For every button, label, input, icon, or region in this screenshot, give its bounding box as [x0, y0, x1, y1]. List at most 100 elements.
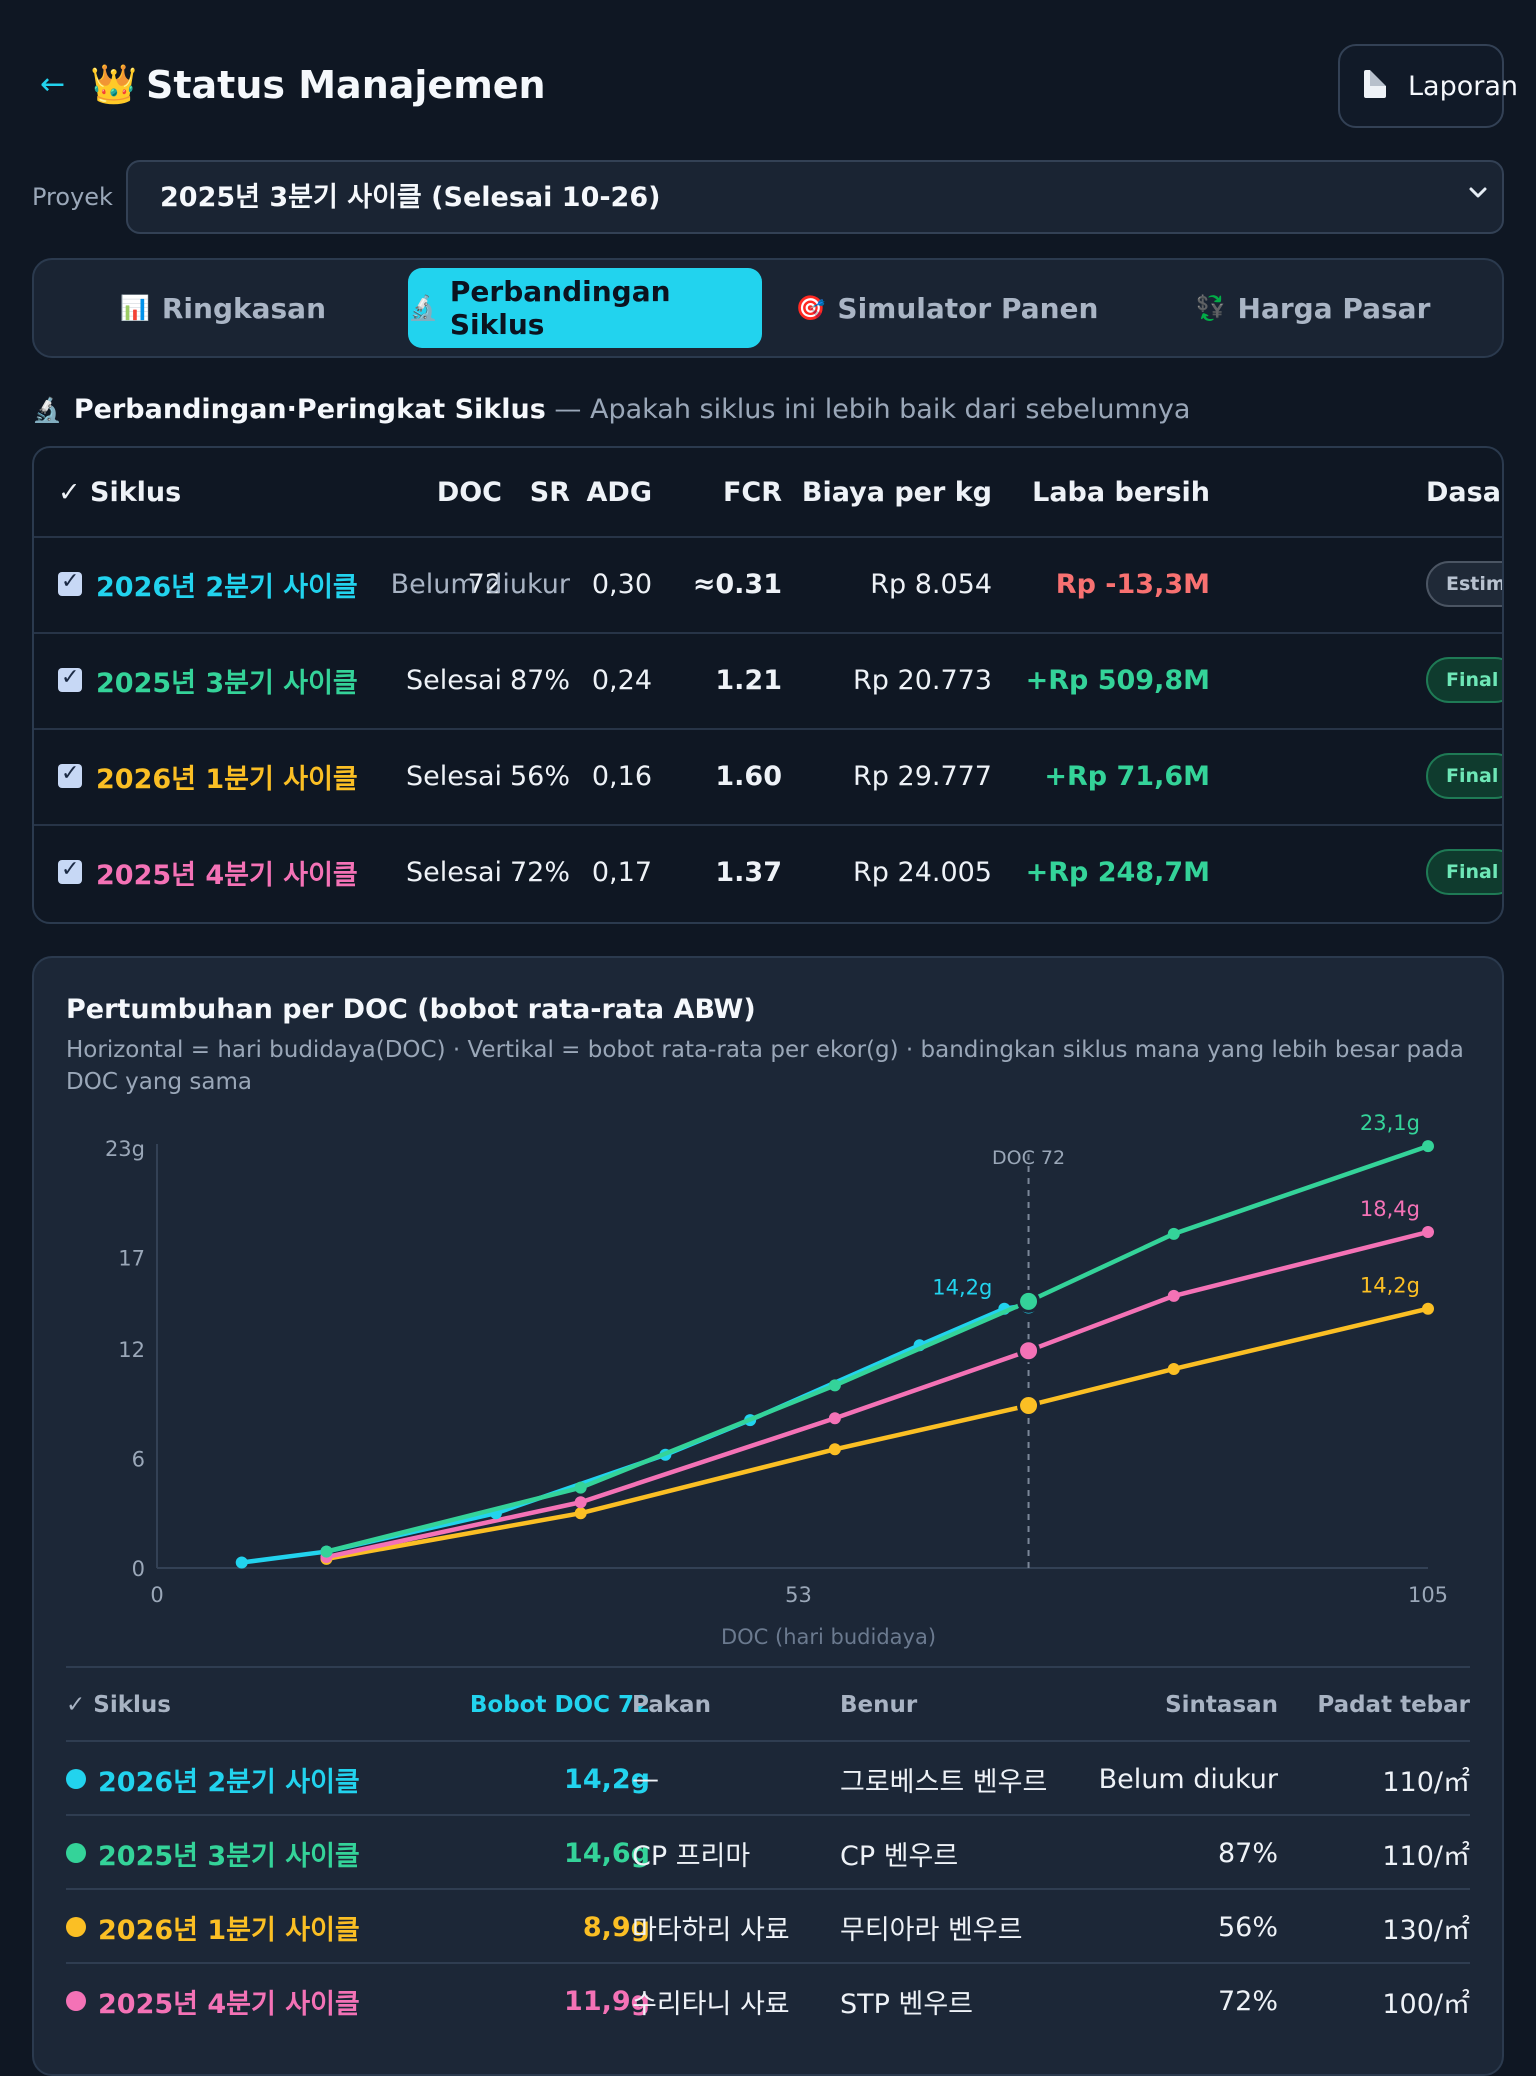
tab-market-price[interactable]: 💱 Harga Pasar — [1132, 268, 1494, 348]
data-point — [574, 1481, 587, 1494]
doc-cell: Selesai — [406, 856, 502, 888]
series-color-dot — [66, 1769, 86, 1789]
report-button-label: Laporan — [1408, 71, 1519, 102]
feed-cell: 수리타니 사료 — [632, 1988, 790, 2020]
arrow-left-icon[interactable]: ← — [40, 67, 66, 102]
cycle-name-cell: 2025년 3분기 사이클 — [58, 632, 358, 728]
x-tick-label: 53 — [785, 1583, 812, 1607]
col-header-fcr[interactable]: FCR — [722, 476, 782, 508]
series-color-dot — [66, 1843, 86, 1863]
data-point — [1422, 1226, 1434, 1238]
cost-per-kg-cell: Rp 8.054 — [870, 568, 992, 600]
seed-cell: 무티아라 벤우르 — [840, 1914, 1023, 1946]
series-end-label: 14,2g — [932, 1276, 992, 1300]
table-header-row: ✓ Siklus Bobot DOC 72 Pakan Benur Sintas… — [66, 1666, 1470, 1742]
cycle-name: 2026년 1분기 사이클 — [96, 763, 358, 795]
series-end-label: 23,1g — [1360, 1111, 1420, 1135]
doc-marker-label: DOC 72 — [992, 1147, 1065, 1169]
series-color-dot — [66, 1991, 86, 2011]
chart-subtitle: Horizontal = hari budidaya(DOC) · Vertik… — [66, 1037, 1464, 1095]
adg-cell: 0,30 — [591, 568, 652, 600]
bar-chart-icon: 📊 — [119, 294, 150, 322]
cost-per-kg-cell: Rp 29.777 — [853, 760, 992, 792]
cycle-name: 2026년 1분기 사이클 — [98, 1914, 360, 1946]
cycle-name: 2025년 4분기 사이클 — [96, 859, 358, 891]
checkbox[interactable] — [58, 569, 82, 596]
status-badge: Final — [1426, 753, 1502, 799]
tab-label: Ringkasan — [161, 291, 327, 325]
data-point — [828, 1412, 841, 1425]
series-end-label: 18,4g — [1360, 1197, 1420, 1221]
fcr-cell: 1.60 — [715, 760, 782, 792]
cycle-name-cell: 2026년 1분기 사이클 — [66, 1890, 360, 1964]
section-title: Perbandingan·Peringkat Siklus — [73, 394, 546, 425]
data-point — [1167, 1362, 1180, 1375]
microscope-icon: 🔬 — [408, 294, 438, 322]
cycle-name-cell: 2026년 2분기 사이클 — [58, 536, 358, 632]
x-tick-label: 105 — [1408, 1583, 1448, 1607]
col-header-doc[interactable]: DOC — [436, 476, 502, 508]
cycle-name-cell: 2026년 2분기 사이클 — [66, 1742, 360, 1816]
cost-per-kg-cell: Rp 24.005 — [853, 856, 992, 888]
cycle-name: 2025년 3분기 사이클 — [98, 1840, 360, 1872]
tab-label: Perbandingan Siklus — [449, 275, 671, 341]
survival-cell: Belum diukur — [1098, 1763, 1278, 1795]
col-header-feed: Pakan — [632, 1692, 711, 1718]
doc-cell: 72 — [467, 568, 502, 600]
microscope-icon: 🔬 — [32, 396, 62, 424]
net-profit-cell: Rp -13,3M — [1055, 568, 1210, 600]
data-point — [1167, 1227, 1180, 1240]
app-header: ← 👑 Status Manajemen Laporan — [32, 40, 1518, 130]
target-icon: 🎯 — [795, 294, 826, 322]
weight-doc72-cell: 8,9g — [582, 1911, 650, 1943]
sr-cell: Belum diukur — [390, 568, 570, 600]
checkbox[interactable] — [58, 857, 82, 884]
adg-cell: 0,16 — [591, 760, 652, 792]
cycle-name: 2026년 2분기 사이클 — [98, 1766, 360, 1798]
col-header-basis[interactable]: Dasar — [1426, 476, 1502, 508]
project-select-value: 2025년 3분기 사이클 (Selesai 10-26) — [160, 182, 661, 213]
net-profit-cell: +Rp 71,6M — [1044, 760, 1210, 792]
series-end-label: 14,2g — [1360, 1274, 1420, 1298]
cycle-name: 2025년 3분기 사이클 — [96, 667, 358, 699]
report-button[interactable]: Laporan — [1338, 44, 1518, 128]
table-row: 2025년 3분기 사이클 14,6g CP 프리마 CP 벤우르 87% 110/㎡ — [66, 1814, 1470, 1890]
tab-summary[interactable]: 📊 Ringkasan — [42, 268, 404, 348]
project-select[interactable]: 2025년 3분기 사이클 (Selesai 10-26) — [126, 160, 1504, 234]
survival-cell: 56% — [1217, 1911, 1278, 1943]
table-row: 2026년 2분기 사이클 14,2g — 그로베스트 벤우르 Belum diukur… — [66, 1740, 1470, 1816]
section-subtitle: — Apakah siklus ini lebih baik dari sebe… — [545, 394, 1191, 425]
density-cell: 130/㎡ — [1382, 1914, 1470, 1946]
basis-cell: Final — [1426, 728, 1502, 824]
table-header-row: ✓ Siklus DOC SR ADG FCR Biaya per kg Lab… — [34, 448, 1502, 538]
status-badge: Final — [1426, 657, 1502, 703]
tab-cycle-comparison[interactable]: 🔬 Perbandingan Siklus — [408, 268, 762, 348]
col-header-survival: Sintasan — [1165, 1692, 1278, 1718]
cycle-name-cell: 2026년 1분기 사이클 — [58, 728, 358, 824]
y-tick-label: 6 — [132, 1447, 145, 1471]
adg-cell: 0,24 — [591, 664, 652, 696]
col-header-density: Padat tebar — [1317, 1692, 1470, 1718]
x-tick-label: 0 — [150, 1583, 163, 1607]
growth-line-chart: 0 6 12 17 23g 0 53 105 DOC (hari budidaya) DOC 72… — [105, 1111, 1448, 1649]
cycle-comparison-table: ✓ Siklus DOC SR ADG FCR Biaya per kg Lab… — [32, 446, 1504, 924]
checkbox[interactable] — [58, 665, 82, 692]
col-header-adg[interactable]: ADG — [586, 476, 652, 508]
col-header-cycle[interactable]: ✓ Siklus — [58, 476, 182, 508]
checkbox[interactable] — [58, 761, 82, 788]
tab-harvest-simulator[interactable]: 🎯 Simulator Panen — [766, 268, 1128, 348]
col-header-net-profit[interactable]: Laba bersih — [1032, 476, 1210, 508]
col-header-cost-per-kg[interactable]: Biaya per kg — [801, 476, 992, 508]
col-header-cycle: ✓ Siklus — [66, 1692, 171, 1718]
page-title: Status Manajemen — [146, 63, 546, 107]
sr-cell: 72% — [509, 856, 570, 888]
status-badge: Estimasi — [1426, 561, 1502, 607]
fcr-cell: 1.37 — [715, 856, 782, 888]
col-header-sr[interactable]: SR — [529, 476, 570, 508]
col-header-weight-doc72: Bobot DOC 72 — [469, 1692, 650, 1718]
weight-doc72-cell: 14,6g — [564, 1837, 650, 1869]
